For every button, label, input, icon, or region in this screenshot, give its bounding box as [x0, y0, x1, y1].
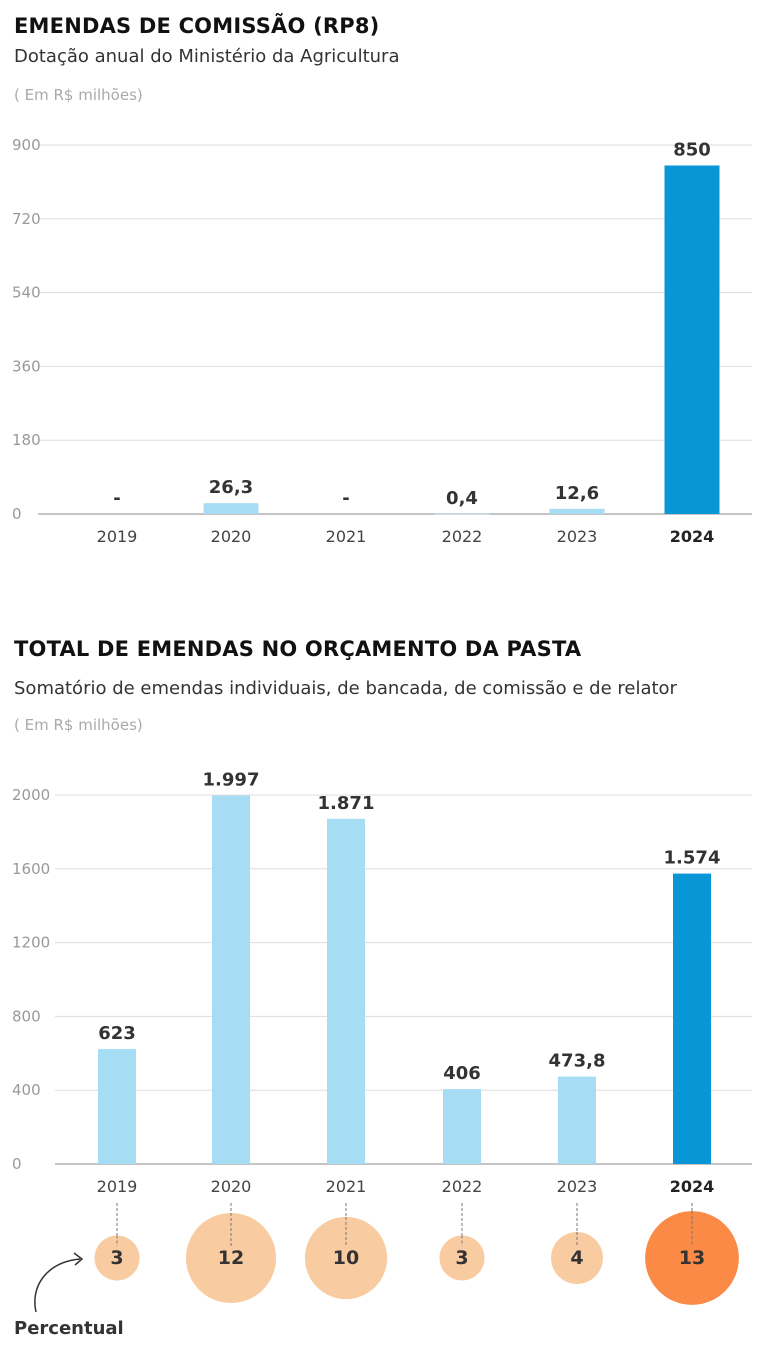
y-tick-label: 540: [12, 284, 41, 302]
bar-2023: [558, 1076, 596, 1164]
chart1-unit: ( Em R$ milhões): [14, 86, 143, 104]
y-tick-label: 0: [12, 505, 22, 523]
bar-2024: [673, 873, 711, 1164]
chart2-subtitle: Somatório de emendas individuais, de ban…: [14, 678, 677, 699]
bubble-2019: [94, 1235, 140, 1281]
x-tick-label-2022: 2022: [442, 527, 483, 546]
bubble-2023: [551, 1232, 603, 1284]
data-label-2022: 0,4: [446, 488, 478, 509]
bubble-2024: [645, 1211, 739, 1305]
data-label-2020: 26,3: [209, 477, 253, 498]
data-label-2022: 406: [443, 1063, 481, 1084]
y-tick-label: 720: [12, 210, 41, 228]
y-tick-label: 0: [12, 1155, 22, 1173]
y-tick-label: 360: [12, 357, 41, 375]
bar-2022: [443, 1089, 481, 1164]
data-label-2023: 473,8: [549, 1051, 606, 1072]
x-tick-label-2020: 2020: [211, 1177, 252, 1196]
bubble-label-2022: 3: [455, 1247, 468, 1269]
data-label-2021: 1.871: [318, 793, 375, 814]
chart1-subtitle: Dotação anual do Ministério da Agricultu…: [14, 46, 400, 67]
percentual-label: Percentual: [14, 1318, 124, 1339]
x-tick-label-2023: 2023: [557, 527, 598, 546]
bubble-2020: [185, 1212, 277, 1304]
bubble-2021: [304, 1216, 388, 1300]
data-label-2019: -: [113, 488, 120, 509]
y-tick-label: 900: [12, 136, 41, 154]
x-tick-label-2023: 2023: [557, 1177, 598, 1196]
data-label-2020: 1.997: [203, 770, 260, 791]
y-tick-label: 1200: [12, 934, 50, 952]
bubble-label-2023: 4: [570, 1247, 583, 1269]
data-label-2024: 850: [673, 140, 711, 161]
data-label-2021: -: [342, 488, 349, 509]
x-tick-label-2024: 2024: [670, 527, 715, 546]
x-tick-label-2022: 2022: [442, 1177, 483, 1196]
x-tick-label-2021: 2021: [326, 527, 367, 546]
chart2-unit: ( Em R$ milhões): [14, 716, 143, 734]
x-tick-label-2024: 2024: [670, 1177, 715, 1196]
bar-2020: [203, 503, 259, 514]
y-tick-label: 800: [12, 1007, 41, 1025]
chart1-plot: 0 180 360 540 720 900 - 2019 26,3 2020 - 2021 0,4 202…: [12, 136, 752, 546]
arrow-icon: [34, 1258, 81, 1313]
y-tick-label: 180: [12, 431, 41, 449]
bar-2021: [327, 818, 365, 1164]
bar-2019: [98, 1049, 136, 1164]
chart2-title: TOTAL DE EMENDAS NO ORÇAMENTO DA PASTA: [14, 637, 582, 661]
bar-2023: [549, 508, 605, 514]
data-label-2024: 1.574: [664, 848, 721, 869]
x-tick-label-2020: 2020: [211, 527, 252, 546]
x-tick-label-2019: 2019: [97, 1177, 138, 1196]
data-label-2019: 623: [98, 1023, 136, 1044]
bubble-label-2019: 3: [110, 1247, 123, 1269]
bubble-label-2024: 13: [679, 1247, 705, 1269]
bubble-label-2020: 12: [218, 1247, 244, 1269]
data-label-2023: 12,6: [555, 483, 599, 504]
bubble-label-2021: 10: [333, 1247, 359, 1269]
x-tick-label-2021: 2021: [326, 1177, 367, 1196]
bar-2020: [212, 795, 250, 1164]
y-tick-label: 1600: [12, 860, 50, 878]
x-tick-label-2019: 2019: [97, 527, 138, 546]
y-tick-label: 400: [12, 1081, 41, 1099]
bar-2022: [434, 513, 490, 515]
bubble-2022: [439, 1235, 485, 1281]
arrow-head-icon: [73, 1252, 84, 1266]
bar-2024: [664, 165, 720, 514]
chart1-title: EMENDAS DE COMISSÃO (RP8): [14, 14, 380, 38]
y-tick-label: 2000: [12, 786, 50, 804]
